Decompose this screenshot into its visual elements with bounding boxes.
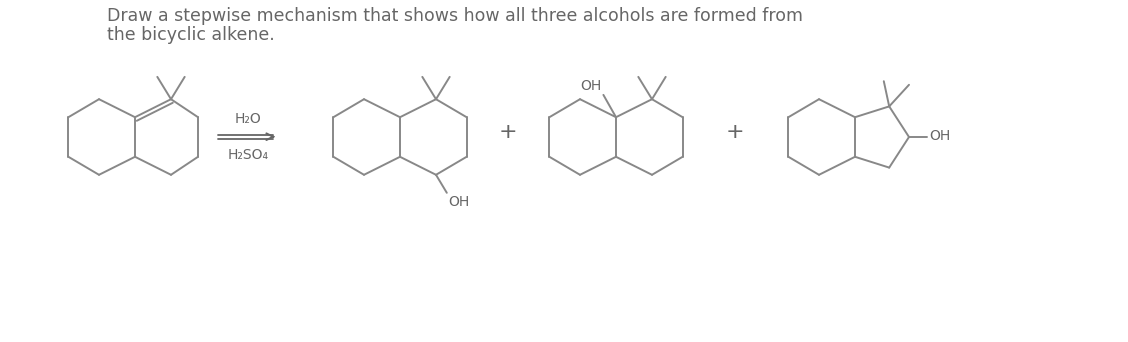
Text: OH: OH (929, 129, 950, 143)
Text: H₂SO₄: H₂SO₄ (228, 148, 268, 162)
Text: OH: OH (580, 79, 601, 93)
Text: +: + (499, 122, 518, 142)
Text: Draw a stepwise mechanism that shows how all three alcohols are formed from: Draw a stepwise mechanism that shows how… (107, 7, 803, 25)
Text: +: + (725, 122, 744, 142)
Text: the bicyclic alkene.: the bicyclic alkene. (107, 26, 275, 44)
Text: OH: OH (448, 195, 469, 209)
Text: H₂O: H₂O (235, 112, 262, 126)
